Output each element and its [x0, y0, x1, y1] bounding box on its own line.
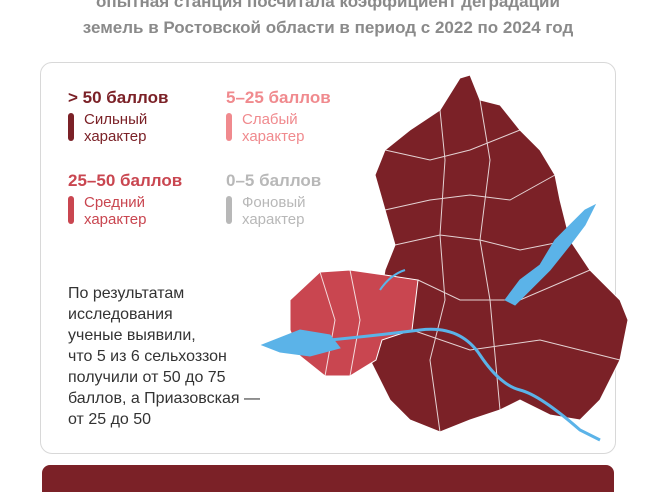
findings-line: баллов, а Приазовская — [68, 390, 260, 407]
findings-line: ученые выявили, [68, 327, 196, 344]
legend-range: 25–50 баллов [68, 171, 183, 190]
legend-range: 0–5 баллов [226, 171, 322, 190]
legend-swatch [226, 113, 232, 141]
legend-swatch [226, 196, 232, 224]
legend-range: > 50 баллов [68, 88, 169, 107]
legend-description: Фоновый характер [242, 194, 306, 228]
findings-line: получили от 50 до 75 [68, 369, 226, 386]
legend-description: Средний характер [84, 194, 147, 228]
findings-line: что 5 из 6 сельхоззон [68, 348, 227, 365]
water [260, 203, 601, 442]
legend-swatch [68, 113, 74, 141]
legend-item: 25–50 баллов Средний характер [68, 171, 208, 228]
legend-swatch [68, 196, 74, 224]
legend-item: 5–25 баллов Слабый характер [226, 88, 366, 145]
findings-line: от 25 до 50 [68, 411, 152, 428]
bottom-banner [42, 465, 614, 492]
findings-line: По результатам [68, 285, 185, 302]
legend-item: > 50 баллов Сильный характер [68, 88, 208, 145]
district-borders [319, 99, 621, 433]
legend-description: Сильный характер [84, 111, 148, 145]
legend-item: 0–5 баллов Фоновый характер [226, 171, 366, 228]
legend-range: 5–25 баллов [226, 88, 331, 107]
header-line: опытная станция посчитала коэффициент де… [96, 0, 560, 11]
findings-text: По результатам исследования ученые выявили… [68, 283, 260, 430]
header-line: земель в Ростовской области в период с 2… [82, 18, 574, 37]
legend-description: Слабый характер [242, 111, 305, 145]
findings-line: исследования [68, 306, 173, 323]
